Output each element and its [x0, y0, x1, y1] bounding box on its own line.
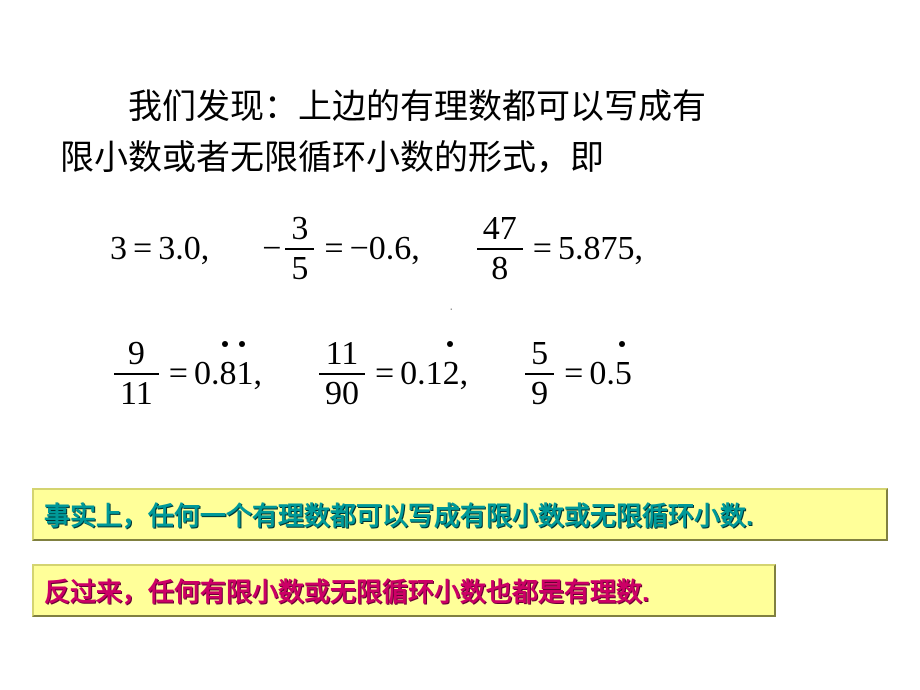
fraction: 5 9	[525, 335, 554, 413]
intro-line1: 我们发现：上边的有理数都可以写成有	[128, 89, 706, 126]
equation-6: 5 9 = 0.5	[521, 335, 632, 413]
highlight-text-2: 反过来，任何有限小数或无限循环小数也都是有理数.	[44, 577, 649, 607]
repeating-decimal: 2	[443, 355, 460, 393]
highlight-box-1: 事实上，任何一个有理数都可以写成有限小数或无限循环小数.	[32, 488, 888, 541]
highlight-box-2: 反过来，任何有限小数或无限循环小数也都是有理数.	[32, 564, 776, 617]
repeating-decimal: 5	[615, 355, 632, 393]
fraction: 47 8	[477, 210, 523, 288]
page-marker: ·	[449, 300, 454, 316]
repeating-decimal: 81	[219, 355, 253, 393]
equation-row-1: 3 = 3.0, − 3 5 = −0.6, 47 8 = 5.875,	[110, 210, 870, 300]
intro-line2: 限小数或者无限循环小数的形式，即	[60, 140, 604, 177]
fraction: 3 5	[285, 210, 314, 288]
equation-row-2: 9 11 = 0.81, 11 90 = 0.12, 5 9 = 0.5	[110, 335, 870, 425]
fraction: 11 90	[319, 335, 365, 413]
equation-4: 9 11 = 0.81,	[110, 335, 262, 413]
highlight-text-1: 事实上，任何一个有理数都可以写成有限小数或无限循环小数.	[44, 501, 753, 531]
equation-5: 11 90 = 0.12,	[315, 335, 468, 413]
equation-1: 3 = 3.0,	[110, 230, 209, 268]
equation-3: 47 8 = 5.875,	[473, 210, 643, 288]
equation-2: − 3 5 = −0.6,	[262, 210, 420, 288]
intro-text: 我们发现：上边的有理数都可以写成有 限小数或者无限循环小数的形式，即	[60, 82, 880, 184]
fraction: 9 11	[114, 335, 159, 413]
